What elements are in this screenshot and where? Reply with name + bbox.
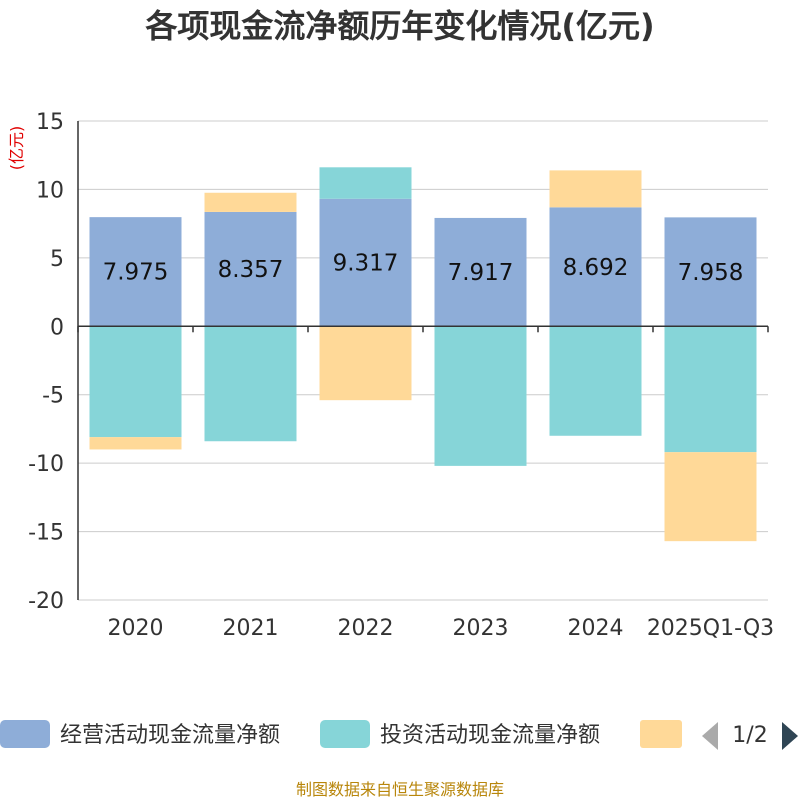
bars (89, 167, 757, 542)
legend-item-investing[interactable]: 投资活动现金流量净额 (320, 720, 600, 748)
legend-page-indicator: 1/2 (732, 723, 767, 748)
y-axis-unit-label: (亿元) (7, 126, 26, 171)
data-label: 8.357 (218, 257, 284, 283)
legend-next-page-icon[interactable] (782, 722, 798, 750)
legend-item-operating[interactable]: 经营活动现金流量净额 (0, 720, 280, 748)
bar-segment-series-2[interactable] (89, 437, 182, 450)
axes: 15 10 5 0 -5 -10 -15 -20 2020 2021 2022 2023 2024 202… (28, 110, 774, 641)
x-tick-label: 2022 (338, 616, 394, 641)
bar-segment-series-1[interactable] (434, 326, 527, 466)
bar-segment-series-2[interactable] (204, 192, 297, 212)
x-tick-label: 2023 (453, 616, 509, 641)
y-tick-label: 0 (50, 315, 64, 340)
x-tick-label: 2020 (108, 616, 164, 641)
y-tick-label: 15 (36, 110, 64, 135)
bar-segment-series-1[interactable] (664, 326, 757, 453)
legend-swatch-investing (320, 720, 370, 748)
bar-segment-series-0[interactable] (204, 211, 297, 327)
x-tick-label: 2025Q1-Q3 (647, 616, 774, 641)
bar-segment-series-1[interactable] (204, 326, 297, 442)
grid (78, 120, 768, 601)
y-tick-label: -5 (42, 384, 64, 409)
bar-segment-series-1[interactable] (319, 167, 412, 199)
data-labels: 7.975 8.357 9.317 7.917 8.692 7.958 (103, 251, 744, 287)
y-tick-label: 10 (36, 178, 64, 203)
legend: 经营活动现金流量净额 投资活动现金流量净额 1/2 (0, 720, 798, 750)
bar-segment-series-2[interactable] (664, 452, 757, 542)
x-tick-label: 2024 (568, 616, 624, 641)
data-source-footer: 制图数据来自恒生聚源数据库 (296, 780, 504, 799)
bar-segment-series-0[interactable] (319, 198, 412, 327)
y-tick-label: -20 (28, 589, 64, 614)
bar-segment-series-1[interactable] (89, 326, 182, 438)
legend-label-investing: 投资活动现金流量净额 (380, 723, 600, 748)
legend-prev-page-icon[interactable] (702, 722, 718, 750)
bar-segment-series-0[interactable] (549, 207, 642, 327)
bar-segment-series-0[interactable] (89, 217, 182, 327)
chart-title: 各项现金流净额历年变化情况(亿元) (145, 7, 654, 45)
data-label: 8.692 (563, 255, 629, 281)
data-label: 7.975 (103, 260, 169, 286)
bar-segment-series-2[interactable] (549, 170, 642, 208)
bar-segment-series-2[interactable] (319, 326, 412, 401)
data-label: 7.917 (448, 260, 514, 286)
bar-segment-series-0[interactable] (664, 217, 757, 327)
bar-segment-series-1[interactable] (549, 326, 642, 436)
legend-label-operating: 经营活动现金流量净额 (60, 723, 280, 748)
bar-segment-series-0[interactable] (434, 217, 527, 327)
x-tick-label: 2021 (223, 616, 279, 641)
legend-item-financing[interactable] (640, 720, 682, 748)
data-label: 7.958 (678, 260, 744, 286)
y-tick-label: -10 (28, 452, 64, 477)
legend-swatch-financing (640, 720, 682, 748)
data-label: 9.317 (333, 251, 399, 277)
y-tick-label: -15 (28, 521, 64, 546)
y-tick-label: 5 (50, 247, 64, 272)
legend-swatch-operating (0, 720, 50, 748)
